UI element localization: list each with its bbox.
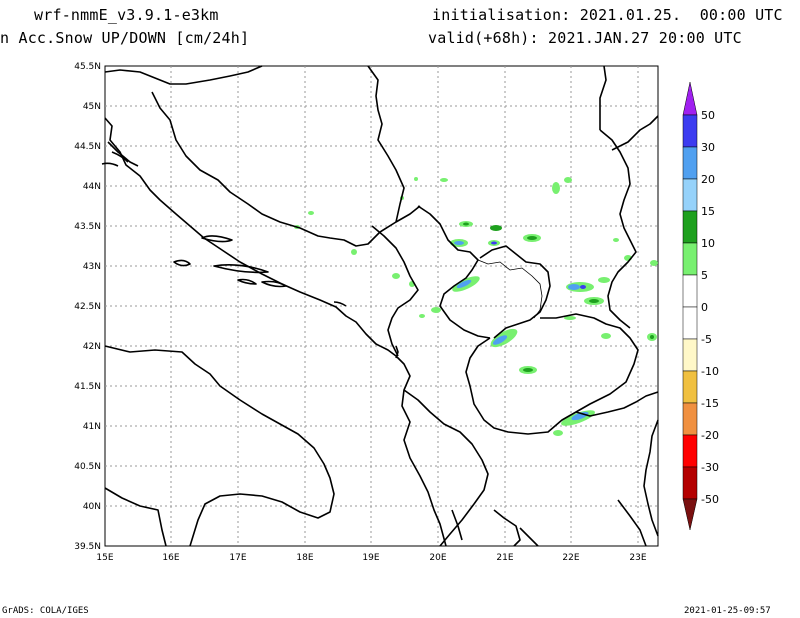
- lat-label: 45.5N: [74, 62, 101, 72]
- lat-label: 41N: [83, 422, 101, 432]
- legend-swatch: [682, 210, 698, 244]
- init-label: initialisation: 2021.01.25. 00:00 UTC: [432, 6, 783, 24]
- legend-label: -50: [701, 493, 719, 506]
- legend-top-arrow: [682, 81, 698, 116]
- legend-label: 50: [701, 109, 715, 122]
- lat-axis-labels: 45.5N 45N 44.5N 44N 43.5N 43N 42.5N 42N …: [74, 62, 101, 552]
- footer-left: GrADS: COLA/IGES: [2, 606, 89, 616]
- lon-label: 19E: [362, 553, 379, 563]
- legend-swatch: [682, 242, 698, 276]
- legend-label: 30: [701, 141, 715, 154]
- lat-label: 40N: [83, 502, 101, 512]
- legend-labels: 50 30 20 15 10 5 0 -5 -10 -15 -20 -30 -5…: [701, 109, 719, 506]
- color-bar: [682, 81, 698, 531]
- legend-label: -15: [701, 397, 719, 410]
- legend-label: 20: [701, 173, 715, 186]
- lon-label: 22E: [562, 553, 579, 563]
- lon-axis-labels: 15E 16E 17E 18E 19E 20E 21E 22E 23E: [96, 553, 646, 563]
- lat-label: 44.5N: [74, 142, 101, 152]
- footer-right: 2021-01-25-09:57: [684, 606, 771, 616]
- legend-label: -10: [701, 365, 719, 378]
- lat-label: 43.5N: [74, 222, 101, 232]
- thin-border: [477, 259, 543, 319]
- legend-label: 10: [701, 237, 715, 250]
- legend-swatch: [682, 146, 698, 180]
- legend-swatch: [682, 370, 698, 404]
- legend-swatch: [682, 338, 698, 372]
- lat-label: 42N: [83, 342, 101, 352]
- legend-label: -30: [701, 461, 719, 474]
- lon-label: 20E: [429, 553, 446, 563]
- lon-label: 17E: [229, 553, 246, 563]
- legend-swatch: [682, 306, 698, 340]
- legend-label: -5: [701, 333, 712, 346]
- legend-swatch: [682, 466, 698, 500]
- lat-label: 39.5N: [74, 542, 101, 552]
- lon-label: 16E: [162, 553, 179, 563]
- legend-swatch: [682, 402, 698, 436]
- lon-label: 21E: [496, 553, 513, 563]
- snow-contours: [294, 177, 658, 436]
- lat-label: 43N: [83, 262, 101, 272]
- legend-swatch: [682, 274, 698, 308]
- lat-label: 42.5N: [74, 302, 101, 312]
- legend-bottom-arrow: [682, 498, 698, 531]
- lon-label: 15E: [96, 553, 113, 563]
- field-label: n Acc.Snow UP/DOWN [cm/24h]: [0, 29, 250, 47]
- lat-label: 41.5N: [74, 382, 101, 392]
- lon-label: 23E: [629, 553, 646, 563]
- legend-swatch: [682, 178, 698, 212]
- legend-swatch: [682, 114, 698, 148]
- legend-label: 15: [701, 205, 715, 218]
- lon-label: 18E: [296, 553, 313, 563]
- legend-label: -20: [701, 429, 719, 442]
- legend-label: 0: [701, 301, 708, 314]
- model-label: wrf-nmmE_v3.9.1-e3km: [34, 6, 219, 24]
- legend-swatch: [682, 434, 698, 468]
- lat-label: 45N: [83, 102, 101, 112]
- coastlines: [101, 65, 659, 547]
- legend-label: 5: [701, 269, 708, 282]
- lat-label: 44N: [83, 182, 101, 192]
- valid-label: valid(+68h): 2021.JAN.27 20:00 UTC: [428, 29, 742, 47]
- lat-label: 40.5N: [74, 462, 101, 472]
